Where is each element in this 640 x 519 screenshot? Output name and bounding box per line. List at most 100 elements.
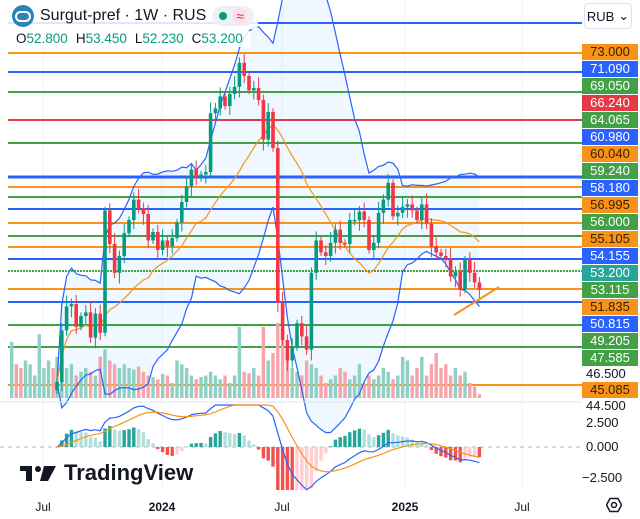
candle-body: [160, 240, 165, 250]
macd-histogram-bar: [300, 447, 304, 490]
price-level-label[interactable]: 47.585: [582, 350, 638, 366]
macd-histogram-bar: [60, 440, 64, 447]
price-level-label[interactable]: 58.180: [582, 180, 638, 196]
candle-body: [266, 112, 270, 140]
price-level-label[interactable]: 50.815: [582, 316, 638, 332]
price-level-label[interactable]: 64.065: [582, 112, 638, 128]
settings-icon[interactable]: [606, 497, 622, 513]
macd-histogram-bar: [324, 447, 328, 454]
candle-body: [261, 100, 266, 140]
macd-histogram-bar: [381, 432, 386, 447]
price-level-label[interactable]: 51.835: [582, 299, 638, 315]
volume-bar: [314, 368, 318, 398]
candle-body: [141, 208, 146, 214]
macd-histogram-bar: [405, 437, 410, 447]
approx-icon: ≈: [233, 8, 247, 24]
price-level-label[interactable]: 60.980: [582, 129, 638, 145]
candle-body: [372, 242, 376, 250]
price-level-label[interactable]: 71.090: [582, 61, 638, 77]
macd-histogram-bar: [280, 447, 285, 490]
macd-histogram-bar: [98, 441, 102, 447]
volume-bar: [132, 369, 136, 398]
volume-bar: [141, 371, 146, 398]
macd-histogram-bar: [74, 431, 78, 447]
price-level-label[interactable]: 56.000: [582, 214, 638, 230]
macd-histogram-bar: [218, 430, 222, 447]
tradingview-logo[interactable]: TradingView: [20, 460, 193, 486]
macd-line: [56, 404, 480, 491]
volume-bar: [69, 364, 74, 398]
macd-histogram-bar: [396, 435, 400, 447]
candle-body: [199, 174, 203, 178]
price-level-label[interactable]: 56.995: [582, 197, 638, 213]
macd-histogram-bar: [189, 443, 194, 447]
volume-bar: [208, 371, 213, 398]
volume-bar: [84, 368, 88, 398]
macd-histogram-bar: [247, 440, 251, 447]
candle-body: [117, 256, 122, 273]
macd-histogram-bar: [477, 447, 482, 457]
candle-body: [304, 336, 309, 350]
candle-body: [295, 323, 299, 348]
candle-body: [477, 282, 482, 290]
price-level-label[interactable]: 45.085: [582, 382, 638, 398]
volume-bar: [367, 375, 371, 398]
volume-bar: [328, 379, 333, 398]
candle-body: [122, 233, 126, 256]
candle-body: [64, 306, 69, 331]
macd-histogram-bar: [328, 446, 333, 447]
price-level-label[interactable]: 54.155: [582, 248, 638, 264]
symbol-header[interactable]: Surgut-pref · 1W · RUS ≈: [8, 3, 258, 29]
price-level-label[interactable]: 53.115: [582, 282, 638, 298]
macd-histogram-bar: [271, 447, 275, 467]
price-level-label[interactable]: 59.240: [582, 163, 638, 179]
candle-body: [352, 220, 357, 222]
volume-bar: [333, 375, 338, 398]
macd-histogram-bar: [434, 447, 438, 454]
volume-bar: [324, 383, 328, 398]
volume-bar: [386, 371, 390, 398]
candle-body: [391, 182, 395, 217]
trendline[interactable]: [453, 286, 500, 316]
candle-body: [103, 210, 107, 333]
candle-body: [458, 271, 462, 290]
volume-bar: [117, 368, 122, 398]
close-label: C: [191, 31, 202, 46]
macd-tick: −2.500: [582, 470, 623, 485]
time-tick: 2025: [391, 500, 419, 514]
price-level-label[interactable]: 66.240: [582, 95, 638, 111]
candle-body: [400, 206, 405, 213]
volume-bar: [46, 360, 51, 398]
price-level-label[interactable]: 49.205: [582, 333, 638, 349]
volume-bar: [194, 379, 198, 398]
macd-histogram-bar: [79, 431, 83, 447]
macd-histogram-bar: [84, 432, 88, 447]
candle-body: [151, 232, 155, 241]
price-level-label[interactable]: 69.050: [582, 78, 638, 94]
candle-body: [472, 272, 477, 283]
tradingview-mark-icon: [20, 466, 56, 481]
currency-select[interactable]: RUB ⌄: [584, 3, 632, 29]
macd-histogram-bar: [285, 447, 290, 490]
price-level-label[interactable]: 55.105: [582, 231, 638, 247]
volume-bar: [290, 368, 294, 398]
time-tick: Jul: [35, 500, 51, 514]
volume-bar: [280, 330, 285, 398]
price-level-label[interactable]: 60.040: [582, 146, 638, 162]
candle-body: [165, 240, 170, 247]
macd-histogram-bar: [295, 447, 299, 490]
candle-body: [132, 199, 136, 220]
candle-body: [208, 113, 213, 172]
macd-histogram-bar: [223, 432, 227, 447]
macd-histogram-bar: [256, 447, 261, 450]
macd-histogram-bar: [266, 447, 270, 461]
volume-bar: [256, 375, 261, 398]
macd-histogram-bar: [391, 433, 395, 447]
symbol-title[interactable]: Surgut-pref · 1W · RUS: [40, 7, 207, 24]
price-level-label[interactable]: 73.000: [582, 44, 638, 60]
volume-bar: [477, 394, 482, 398]
price-level-label[interactable]: 53.200: [582, 265, 638, 281]
status-pill[interactable]: ≈: [212, 6, 254, 26]
volume-bar: [261, 326, 266, 398]
